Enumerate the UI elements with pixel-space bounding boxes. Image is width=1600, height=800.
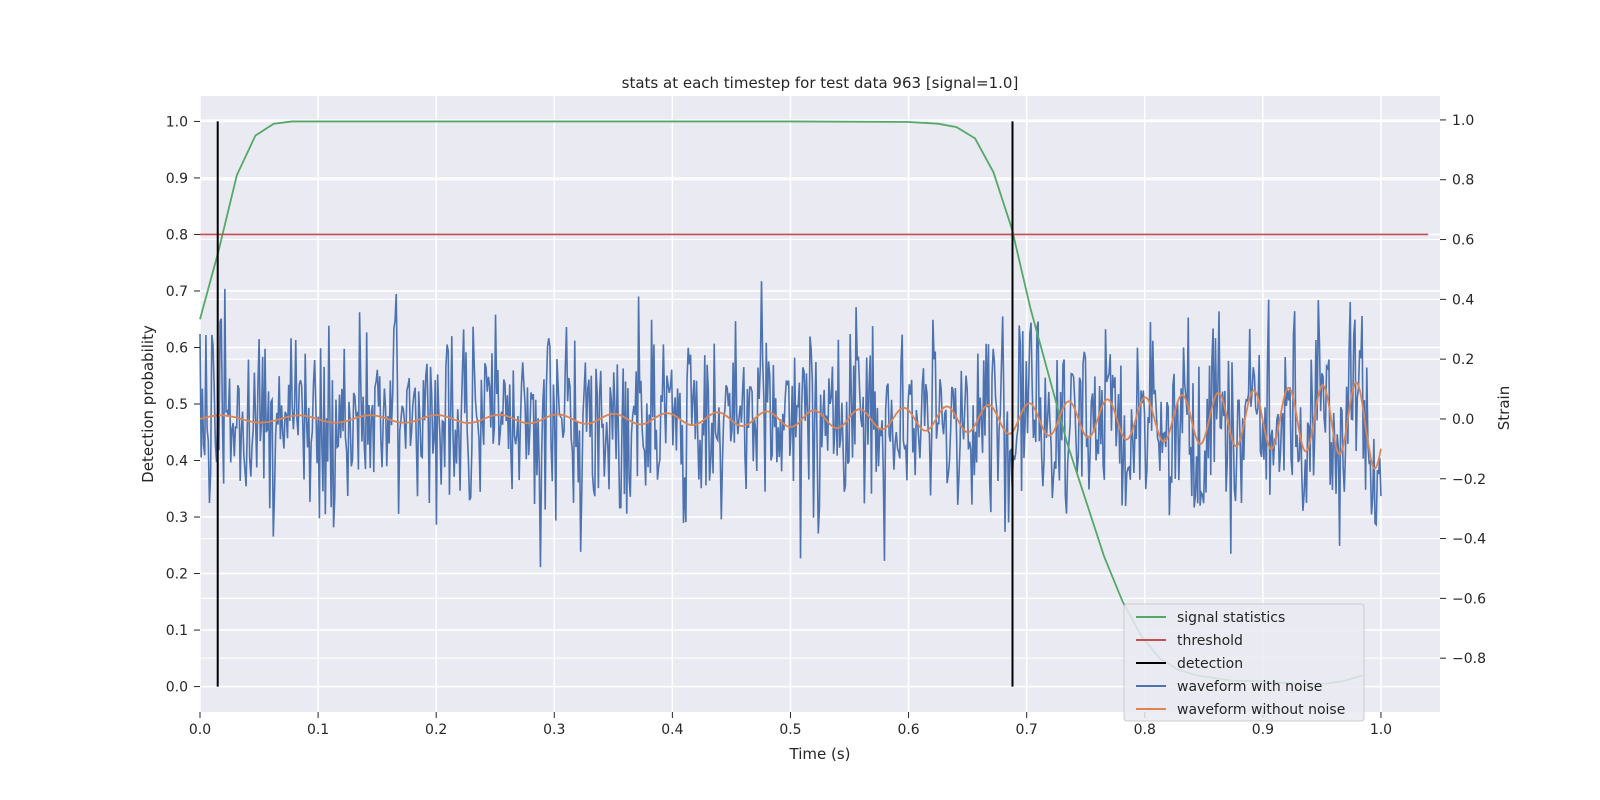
y2-tick-label: 0.0 — [1452, 412, 1474, 428]
y-tick-label: 0.4 — [166, 454, 188, 470]
legend-box — [1123, 603, 1365, 722]
x-tick-label: 0.2 — [425, 722, 447, 738]
y2-tick-label: 1.0 — [1452, 113, 1474, 129]
x-axis-label: Time (s) — [789, 745, 851, 763]
tick-layer: 0.0 0.1 0.2 0.3 0.4 0.5 0.6 0.7 0.8 0.9 1.0 0.0 0.1 0… — [166, 113, 1486, 738]
x-tick-label: 0.4 — [661, 722, 683, 738]
y2-tick-label: 0.4 — [1452, 292, 1474, 308]
x-tick-label: 0.9 — [1252, 722, 1274, 738]
legend-label-waveform-with-noise: waveform with noise — [1177, 679, 1322, 695]
y-tick-label: 0.6 — [166, 340, 188, 356]
y-tick-label: 0.3 — [166, 510, 188, 526]
y-tick-label: 0.2 — [166, 567, 188, 583]
x-tick-label: 0.3 — [543, 722, 565, 738]
y2-tick-label: −0.4 — [1452, 532, 1486, 548]
y-tick-label: 0.8 — [166, 227, 188, 243]
y2-tick-label: −0.6 — [1452, 591, 1486, 607]
legend-label-waveform-without-noise: waveform without noise — [1177, 702, 1345, 718]
y-tick-label: 0.0 — [166, 680, 188, 696]
y-tick-label: 0.5 — [166, 397, 188, 413]
x-tick-label: 0.0 — [189, 722, 211, 738]
x-tick-label: 0.7 — [1016, 722, 1038, 738]
x-tick-label: 0.1 — [307, 722, 329, 738]
x-tick-label: 0.6 — [897, 722, 919, 738]
waveform-without-noise-line — [199, 381, 1382, 470]
y2-tick-label: 0.2 — [1452, 352, 1474, 368]
y-tick-label: 0.7 — [166, 284, 188, 300]
legend: signal statistics threshold detection wavef… — [1123, 603, 1365, 722]
legend-label-detection: detection — [1177, 656, 1243, 672]
y-tick-label: 1.0 — [166, 114, 188, 130]
y-tick-label: 0.9 — [166, 171, 188, 187]
x-tick-label: 0.5 — [779, 722, 801, 738]
legend-label-threshold: threshold — [1177, 633, 1243, 649]
y2-tick-label: −0.8 — [1452, 651, 1486, 667]
waveform-with-noise-line — [199, 281, 1382, 568]
y2-tick-label: −0.2 — [1452, 472, 1486, 488]
y2-axis-label: Strain — [1495, 386, 1513, 430]
chart-title: stats at each timestep for test data 963… — [622, 74, 1019, 92]
legend-label-signal-statistics: signal statistics — [1177, 610, 1285, 626]
y-tick-label: 0.1 — [166, 623, 188, 639]
y2-tick-label: 0.6 — [1452, 233, 1474, 249]
y2-tick-label: 0.8 — [1452, 173, 1474, 189]
x-tick-label: 0.8 — [1134, 722, 1156, 738]
y-axis-label: Detection probability — [139, 325, 157, 483]
x-tick-label: 1.0 — [1370, 722, 1392, 738]
